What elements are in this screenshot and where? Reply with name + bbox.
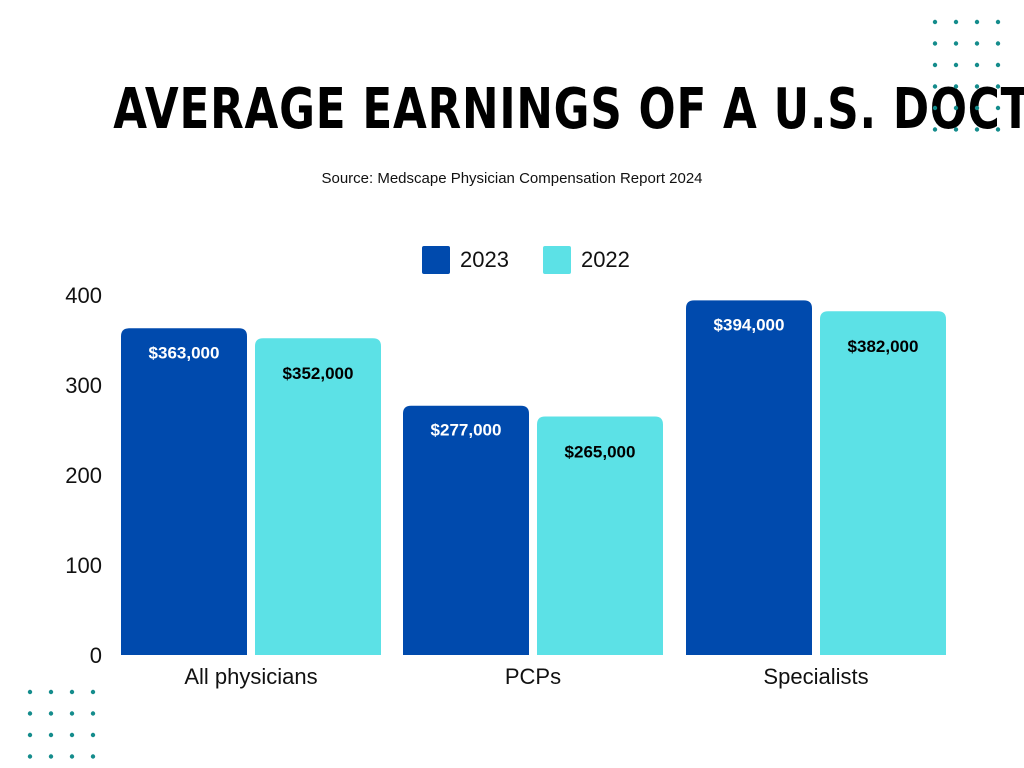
decorative-dot bbox=[974, 62, 980, 68]
decorative-dot bbox=[69, 711, 75, 716]
decorative-dot bbox=[995, 105, 1001, 111]
decorative-dot bbox=[90, 711, 96, 716]
decorative-dot bbox=[932, 41, 938, 46]
x-tick-label: All physicians bbox=[184, 664, 317, 689]
decorative-dot bbox=[995, 19, 1001, 25]
decorative-dots-bottom-left bbox=[27, 689, 96, 759]
decorative-dot bbox=[27, 732, 33, 738]
decorative-dot bbox=[69, 689, 75, 695]
decorative-dot bbox=[974, 105, 980, 111]
decorative-dot bbox=[48, 711, 54, 716]
legend-label-2023: 2023 bbox=[460, 247, 509, 272]
legend-swatch-2022 bbox=[542, 246, 571, 274]
decorative-dot bbox=[974, 84, 980, 89]
bar-value-label: $363,000 bbox=[149, 343, 220, 362]
x-tick-label: PCPs bbox=[505, 664, 561, 689]
bar-value-label: $382,000 bbox=[848, 337, 919, 356]
legend-item-2022: 2022 bbox=[542, 246, 630, 274]
bar-2022-0 bbox=[255, 338, 381, 655]
bar-2023-1 bbox=[403, 405, 529, 655]
decorative-dot bbox=[69, 754, 75, 759]
decorative-dot bbox=[69, 732, 75, 738]
decorative-dot bbox=[27, 689, 33, 695]
decorative-dot bbox=[90, 732, 96, 738]
bar-value-label: $352,000 bbox=[283, 364, 354, 383]
y-tick-label: 200 bbox=[65, 463, 102, 488]
chart-source: Source: Medscape Physician Compensation … bbox=[321, 170, 703, 187]
decorative-dot bbox=[932, 84, 938, 89]
decorative-dot bbox=[974, 19, 980, 25]
decorative-dots-top-right bbox=[932, 19, 1001, 132]
x-tick-label: Specialists bbox=[763, 664, 868, 689]
legend-swatch-2023 bbox=[422, 246, 450, 274]
legend-item-2023: 2023 bbox=[422, 246, 509, 274]
decorative-dot bbox=[974, 127, 980, 132]
decorative-dot bbox=[953, 127, 959, 132]
bar-value-label: $277,000 bbox=[431, 421, 502, 440]
decorative-dot bbox=[995, 41, 1001, 46]
decorative-dot bbox=[932, 62, 938, 68]
decorative-dot bbox=[953, 62, 959, 68]
decorative-dot bbox=[48, 732, 54, 738]
decorative-dot bbox=[995, 127, 1001, 132]
chart-legend: 2023 2022 bbox=[422, 246, 664, 274]
bar-value-label: $265,000 bbox=[565, 443, 636, 462]
decorative-dot bbox=[953, 41, 959, 46]
decorative-dot bbox=[953, 105, 959, 111]
decorative-dot bbox=[932, 19, 938, 25]
chart-title: AVERAGE EARNINGS OF A U.S. DOCTOR bbox=[113, 77, 1024, 142]
decorative-dot bbox=[90, 689, 96, 695]
decorative-dot bbox=[27, 754, 33, 759]
decorative-dot bbox=[932, 127, 938, 132]
decorative-dot bbox=[953, 84, 959, 89]
y-tick-label: 300 bbox=[65, 373, 102, 398]
decorative-dot bbox=[995, 84, 1001, 89]
bar-value-label: $394,000 bbox=[714, 315, 785, 334]
legend-label-2022: 2022 bbox=[580, 247, 630, 272]
decorative-dot bbox=[953, 19, 959, 25]
bar-2023-2 bbox=[686, 300, 812, 655]
decorative-dot bbox=[90, 754, 96, 759]
y-tick-label: 0 bbox=[90, 643, 102, 668]
y-tick-label: 400 bbox=[65, 283, 102, 308]
decorative-dot bbox=[995, 62, 1001, 68]
decorative-dot bbox=[27, 711, 33, 716]
bar-2022-1 bbox=[537, 416, 663, 655]
decorative-dot bbox=[974, 41, 980, 46]
y-tick-label: 100 bbox=[65, 553, 102, 578]
decorative-dot bbox=[48, 754, 54, 759]
bar-2022-2 bbox=[820, 311, 946, 655]
decorative-dot bbox=[48, 689, 54, 695]
decorative-dot bbox=[932, 105, 938, 111]
bar-2023-0 bbox=[121, 328, 247, 655]
